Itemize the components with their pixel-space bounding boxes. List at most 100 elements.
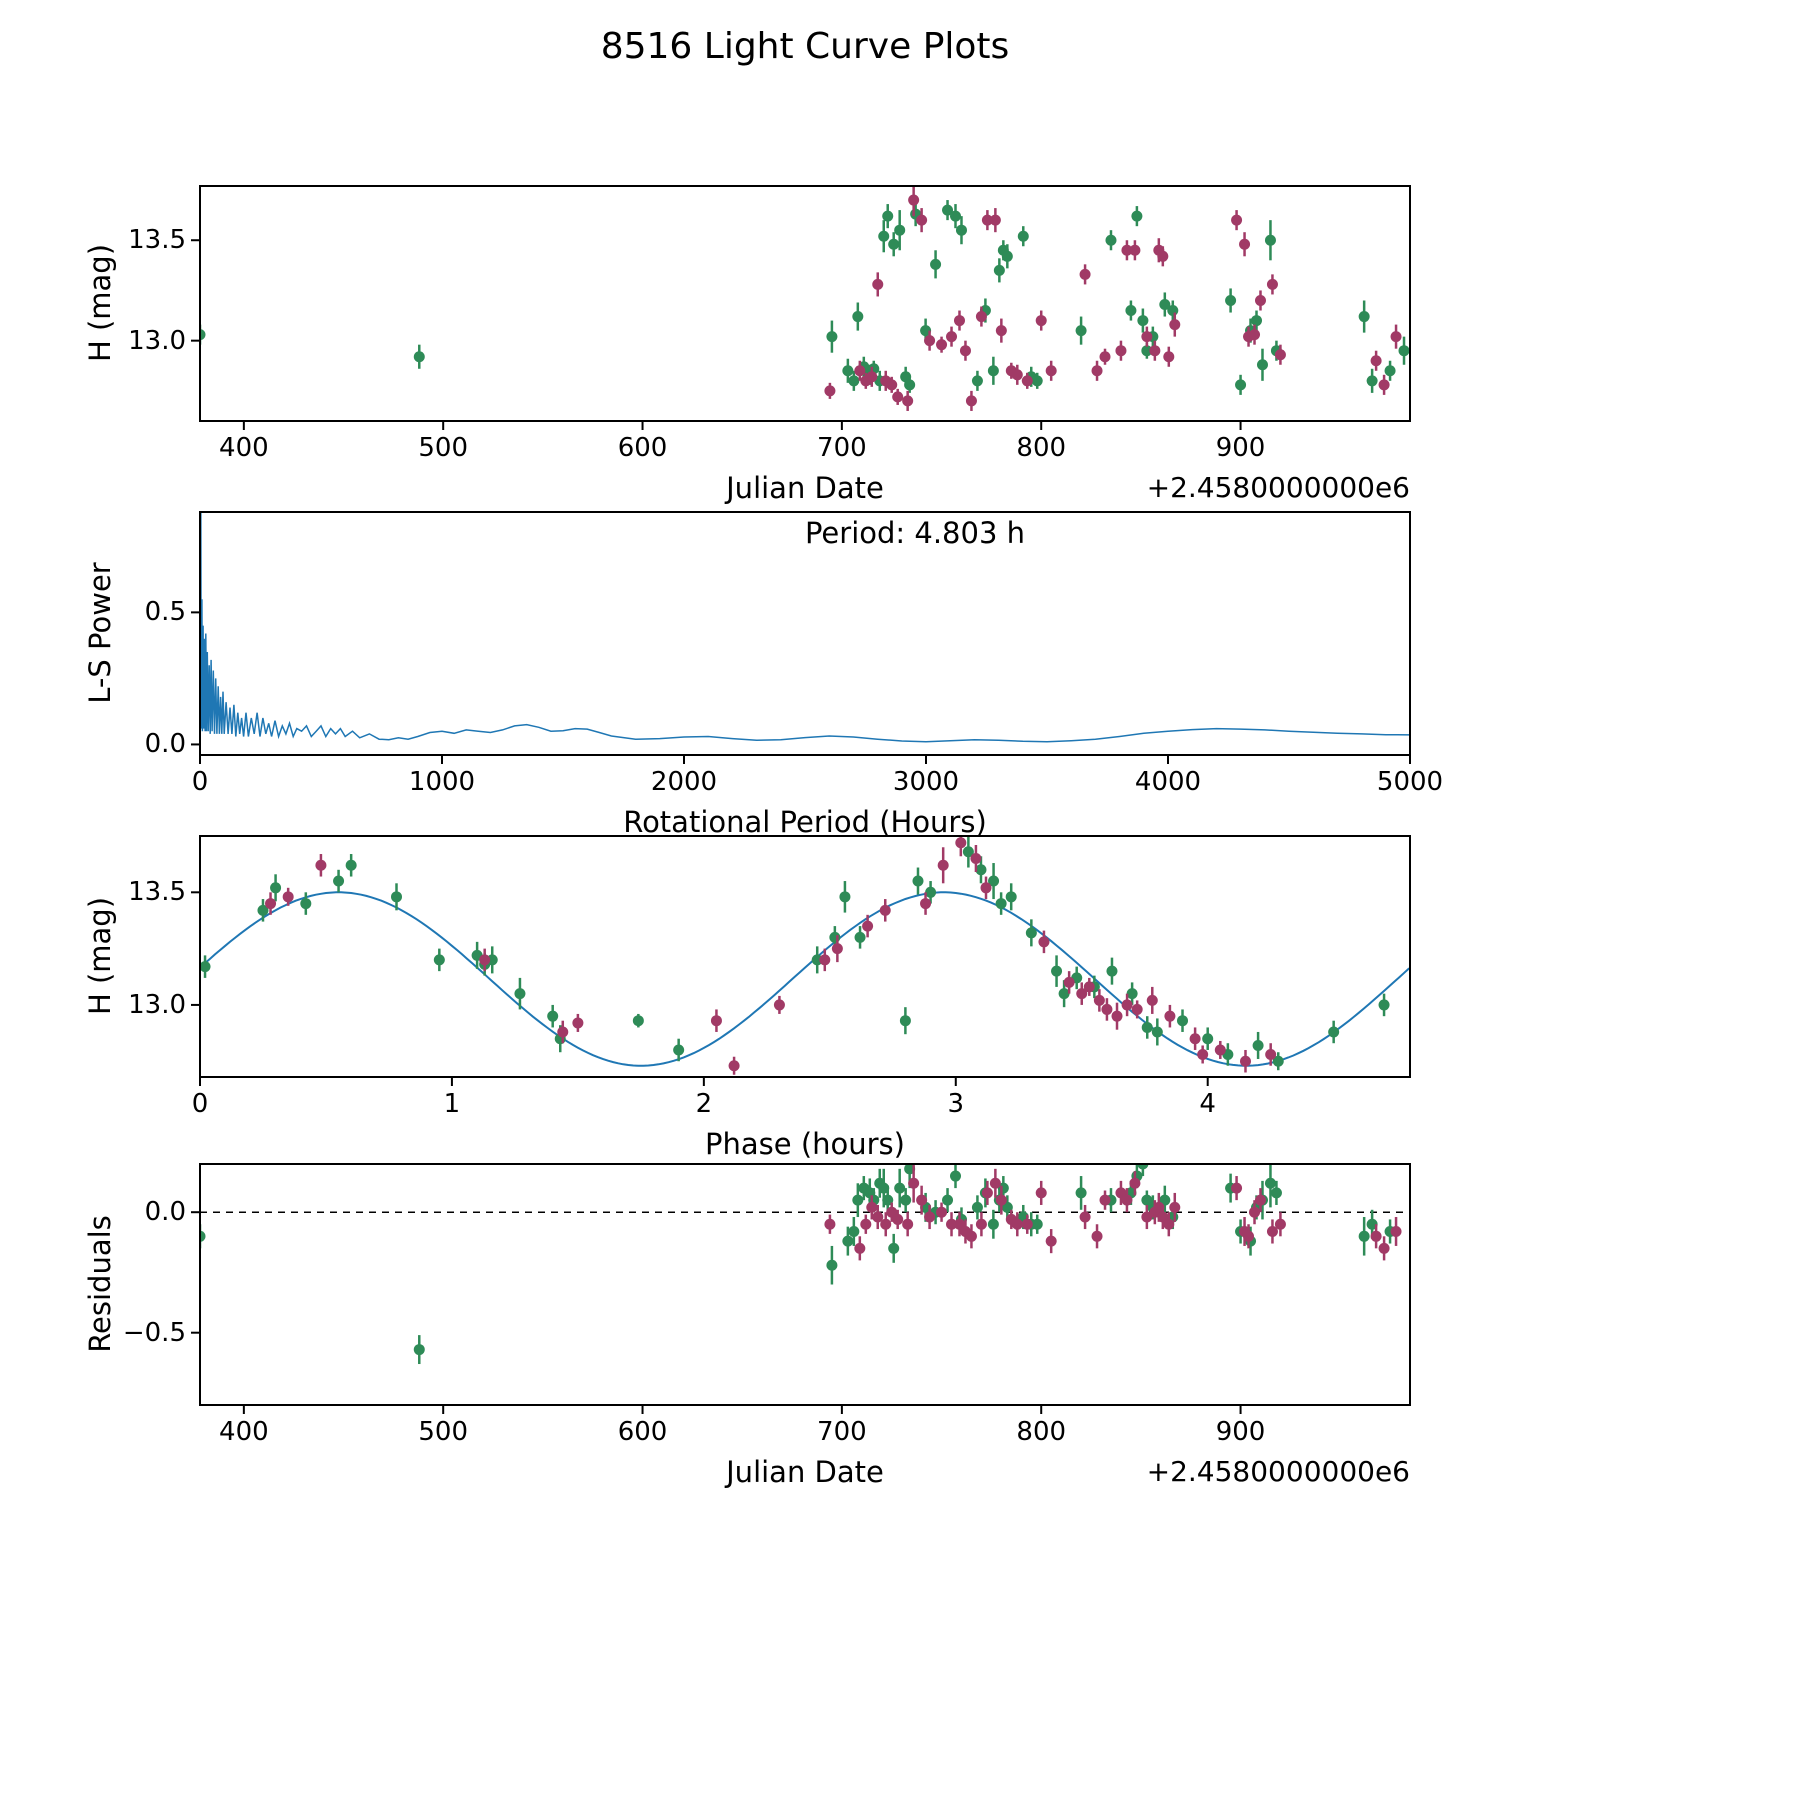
- data-point: [1378, 999, 1390, 1011]
- data-point: [854, 1242, 866, 1254]
- data-point: [965, 395, 977, 407]
- data-point: [1115, 345, 1127, 357]
- phase-xlabel: Phase (hours): [705, 1127, 905, 1161]
- data-point: [728, 1060, 740, 1072]
- data-point: [1390, 1225, 1402, 1237]
- data-point: [1254, 294, 1266, 306]
- data-point: [1266, 278, 1278, 290]
- data-point: [1038, 936, 1050, 948]
- data-point: [987, 365, 999, 377]
- data-point: [345, 859, 357, 871]
- data-point: [953, 1218, 965, 1230]
- data-point: [265, 898, 277, 910]
- series-green: [200, 200, 1410, 395]
- x-tick-label: 500: [418, 1417, 469, 1447]
- data-point: [1058, 988, 1070, 1000]
- data-point: [1001, 250, 1013, 262]
- data-point: [1105, 234, 1117, 246]
- data-point: [942, 1194, 954, 1206]
- data-point: [200, 329, 206, 341]
- x-tick-label: 0: [191, 1089, 209, 1119]
- y-tick-label: 13.0: [128, 325, 186, 356]
- data-point: [975, 311, 987, 323]
- data-point: [930, 258, 942, 270]
- data-point: [1235, 379, 1247, 391]
- data-point: [936, 339, 948, 351]
- residuals-xlabel: Julian Date: [726, 1455, 884, 1489]
- periodogram-ylabel: L-S Power: [83, 562, 117, 704]
- data-point: [1137, 315, 1149, 327]
- data-point: [1079, 1211, 1091, 1223]
- x-tick-label: 900: [1215, 1417, 1266, 1447]
- plot-area-phase_folded: [200, 836, 1410, 1075]
- data-point: [955, 224, 967, 236]
- y-tick-label: 13.0: [128, 989, 186, 1020]
- data-point: [1151, 1026, 1163, 1038]
- y-tick-label: 0.5: [144, 597, 186, 628]
- data-point: [1141, 1211, 1153, 1223]
- data-point: [819, 954, 831, 966]
- data-point: [773, 999, 785, 1011]
- data-point: [710, 1015, 722, 1027]
- x-tick-label: 600: [617, 1417, 668, 1447]
- data-point: [1076, 988, 1088, 1000]
- x-tick-label: 600: [617, 433, 668, 463]
- phase-ylabel: H (mag): [83, 896, 117, 1016]
- data-point: [920, 898, 932, 910]
- data-point: [1358, 311, 1370, 323]
- data-point: [962, 846, 974, 858]
- data-point: [892, 391, 904, 403]
- data-point: [1045, 365, 1057, 377]
- data-point: [333, 875, 345, 887]
- period-annotation: Period: 4.803 h: [804, 516, 1026, 550]
- data-point: [1031, 375, 1043, 387]
- lightcurve-xlabel: Julian Date: [726, 471, 884, 505]
- data-point: [1378, 1242, 1390, 1254]
- data-point: [1378, 379, 1390, 391]
- data-point: [936, 1206, 948, 1218]
- data-point: [1254, 1194, 1266, 1206]
- plot-area-residuals: [200, 1164, 1410, 1365]
- data-point: [882, 210, 894, 222]
- data-point: [1146, 994, 1158, 1006]
- data-point: [872, 278, 884, 290]
- figure-title: 8516 Light Curve Plots: [600, 26, 1010, 67]
- data-point: [391, 891, 403, 903]
- data-point: [1366, 375, 1378, 387]
- x-tick-label: 4000: [1134, 767, 1202, 797]
- sine-fit-curve: [200, 891, 1410, 1067]
- data-point: [479, 954, 491, 966]
- data-point: [888, 238, 900, 250]
- residuals-ylabel: Residuals: [83, 1215, 117, 1353]
- x-tick-label: 900: [1215, 433, 1266, 463]
- data-point: [270, 882, 282, 894]
- data-point: [300, 898, 312, 910]
- data-point: [902, 1218, 914, 1230]
- data-point: [1141, 331, 1153, 343]
- data-point: [572, 1017, 584, 1029]
- data-point: [1159, 299, 1171, 311]
- data-point: [852, 1194, 864, 1206]
- data-point: [1239, 1055, 1251, 1067]
- data-point: [888, 1242, 900, 1254]
- data-point: [1157, 1211, 1169, 1223]
- data-point: [826, 331, 838, 343]
- data-point: [1270, 1187, 1282, 1199]
- data-point: [1035, 1187, 1047, 1199]
- data-point: [486, 954, 498, 966]
- data-point: [200, 961, 211, 973]
- data-point: [955, 837, 967, 849]
- x-tick-label: 800: [1016, 433, 1067, 463]
- data-point: [1021, 1218, 1033, 1230]
- data-point: [1159, 1194, 1171, 1206]
- y-tick-label: 0.0: [144, 729, 186, 760]
- data-point: [970, 853, 982, 865]
- data-point: [912, 875, 924, 887]
- data-point: [842, 365, 854, 377]
- data-point: [965, 1230, 977, 1242]
- data-point: [1231, 214, 1243, 226]
- data-point: [1031, 1218, 1043, 1230]
- data-point: [924, 335, 936, 347]
- x-tick-label: 1: [443, 1089, 461, 1119]
